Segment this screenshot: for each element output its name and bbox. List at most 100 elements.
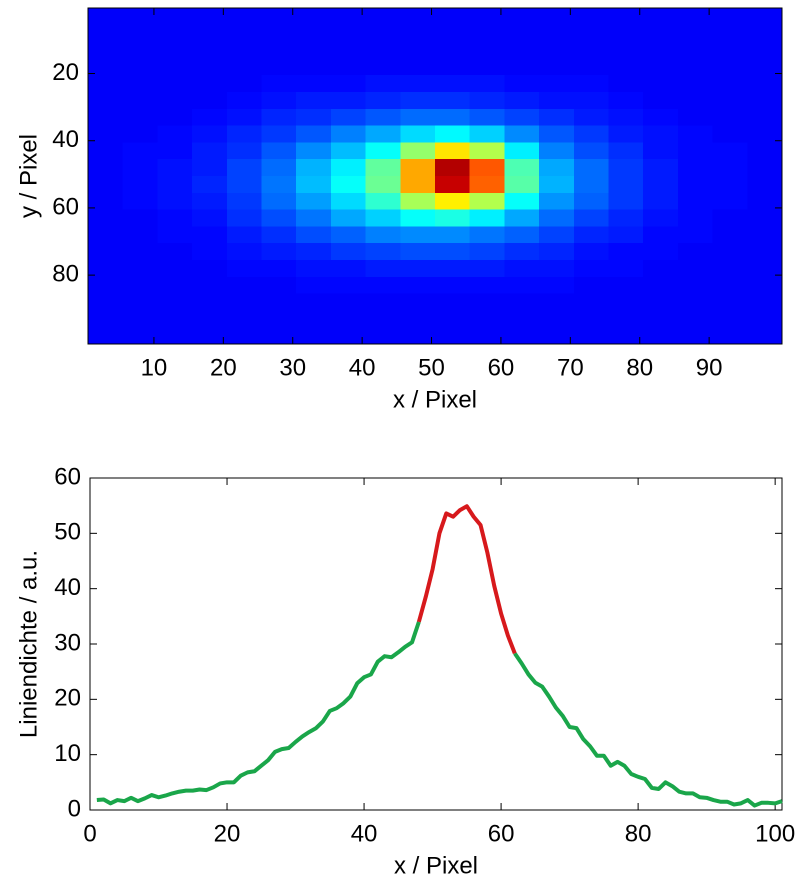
heatmap-cell xyxy=(747,310,783,328)
y-tick-label: 30 xyxy=(54,629,81,656)
heatmap-cell xyxy=(122,8,158,26)
heatmap-cell xyxy=(643,192,679,211)
heatmap-cell xyxy=(608,260,644,278)
heatmap-cell xyxy=(192,41,228,59)
heatmap-cell xyxy=(261,310,297,328)
x-tick-label: 20 xyxy=(210,354,237,381)
heatmap-cell xyxy=(365,310,401,328)
heatmap-cell xyxy=(469,58,505,76)
heatmap-cell xyxy=(226,41,262,59)
heatmap-cell xyxy=(504,192,540,211)
heatmap-cell xyxy=(643,8,679,26)
heatmap-cell xyxy=(677,159,714,177)
heatmap-cell xyxy=(539,108,575,127)
heatmap-cell xyxy=(88,75,124,93)
heatmap-cell xyxy=(122,41,158,59)
heatmap-cell xyxy=(365,24,401,43)
heatmap-cell xyxy=(747,108,783,127)
heatmap-cell xyxy=(296,58,332,76)
heatmap-cell xyxy=(88,260,124,278)
heatmap-cell xyxy=(330,293,367,311)
heatmap-cell xyxy=(296,8,332,26)
heatmap-cell xyxy=(608,159,644,177)
heatmap-cell xyxy=(261,142,297,160)
heatmap-cell xyxy=(400,192,436,211)
heatmap-cell xyxy=(469,159,505,177)
heatmap-cell xyxy=(261,209,297,227)
heatmap-cell xyxy=(573,92,609,110)
heatmap-cell xyxy=(712,310,748,328)
heatmap-cell xyxy=(573,310,609,328)
heatmap-cell xyxy=(88,8,124,26)
heatmap-cell xyxy=(296,293,332,311)
heatmap-cell xyxy=(573,75,609,93)
heatmap-cell xyxy=(435,142,471,160)
heatmap-cell xyxy=(400,243,436,261)
heatmap-cell xyxy=(539,8,575,26)
heatmap-cell xyxy=(122,159,158,177)
heatmap-cell xyxy=(88,243,124,261)
heatmap-cell xyxy=(226,276,262,295)
heatmap-cell xyxy=(122,310,158,328)
heatmap-cell xyxy=(226,192,262,211)
heatmap-cell xyxy=(677,310,714,328)
heatmap-cell xyxy=(157,41,193,59)
heatmap-cell xyxy=(122,243,158,261)
heatmap-cell xyxy=(747,142,783,160)
y-tick-label: 20 xyxy=(52,59,79,86)
heatmap-cell xyxy=(261,260,297,278)
heatmap-cell xyxy=(192,125,228,143)
heatmap-cell xyxy=(504,226,540,244)
heatmap-cell xyxy=(504,276,540,295)
heatmap-cell xyxy=(504,24,540,43)
heatmap-cell xyxy=(747,327,783,345)
heatmap-cell xyxy=(122,58,158,76)
heatmap-cell xyxy=(643,159,679,177)
heatmap-cell xyxy=(504,209,540,227)
heatmap-cell xyxy=(296,41,332,59)
heatmap-cell xyxy=(226,142,262,160)
heatmap-cell xyxy=(400,327,436,345)
heatmap-cell xyxy=(226,310,262,328)
heatmap-cell xyxy=(539,125,575,143)
heatmap-cell xyxy=(330,41,367,59)
heatmap-cell xyxy=(122,176,158,194)
heatmap-cell xyxy=(712,108,748,127)
heatmap-cell xyxy=(122,192,158,211)
heatmap-cell xyxy=(365,243,401,261)
heatmap-cell xyxy=(365,327,401,345)
heatmap-cell xyxy=(469,125,505,143)
heatmap-cell xyxy=(643,327,679,345)
heatmap-cell xyxy=(712,125,748,143)
heatmap-cell xyxy=(747,209,783,227)
heatmap-cell xyxy=(330,310,367,328)
heatmap-cell xyxy=(330,142,367,160)
heatmap-cell xyxy=(643,209,679,227)
heatmap-cell xyxy=(365,192,401,211)
heatmap-cell xyxy=(435,41,471,59)
heatmap-cell xyxy=(435,159,471,177)
heatmap-cell xyxy=(469,276,505,295)
heatmap-cell xyxy=(747,24,783,43)
heatmap-cell xyxy=(157,260,193,278)
plot-frame xyxy=(87,7,783,345)
heatmap-cell xyxy=(747,41,783,59)
heatmap-cell xyxy=(400,41,436,59)
heatmap-cell xyxy=(296,310,332,328)
y-tick-label: 80 xyxy=(52,260,79,287)
x-tick-label: 40 xyxy=(349,354,376,381)
heatmap-cell xyxy=(608,209,644,227)
heatmap-cell xyxy=(504,243,540,261)
heatmap-cell xyxy=(712,176,748,194)
heatmap-cell xyxy=(226,159,262,177)
heatmap-cell xyxy=(539,176,575,194)
heatmap-cell xyxy=(296,92,332,110)
heatmap-cell xyxy=(296,276,332,295)
heatmap-cell xyxy=(469,108,505,127)
heatmap-cell xyxy=(677,8,714,26)
heatmap-cell xyxy=(226,24,262,43)
heatmap-cell xyxy=(643,125,679,143)
heatmap-cell xyxy=(226,176,262,194)
heatmap-cell xyxy=(192,260,228,278)
heatmap-cell xyxy=(539,58,575,76)
